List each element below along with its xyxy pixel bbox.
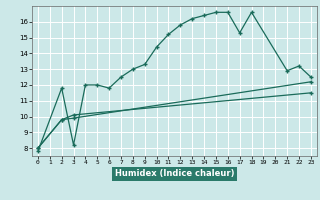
X-axis label: Humidex (Indice chaleur): Humidex (Indice chaleur) [115,169,234,178]
